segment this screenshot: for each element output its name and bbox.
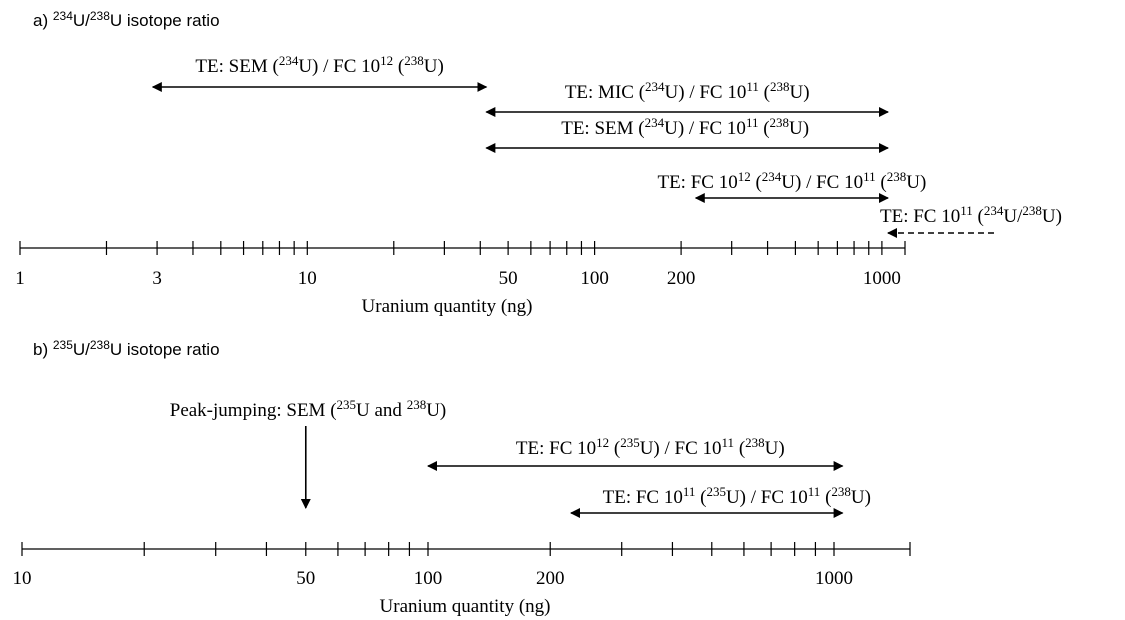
panel-b-tick-label: 200 [536, 568, 565, 589]
panel-b-ranges: TE: FC 1012 (235U) / FC 1011 (238U) TE: F… [170, 397, 871, 518]
panel-b-tick-label: 100 [414, 568, 443, 589]
panel-a-tick-label: 100 [580, 268, 609, 289]
panel-b-axis-label: Uranium quantity (ng) [380, 596, 551, 617]
panel-a-tick-label: 1000 [863, 268, 901, 289]
panel-a-range-label: TE: SEM (234U) / FC 1012 (238U) [195, 53, 443, 77]
panel-b-range-label: TE: FC 1012 (235U) / FC 1011 (238U) [516, 435, 785, 459]
panel-a-tick-label: 10 [298, 268, 317, 289]
panel-a-tick-label: 1 [15, 268, 25, 289]
panel-a-axis-label: Uranium quantity (ng) [362, 296, 533, 317]
panel-a-title: a) 234U/238U isotope ratio [33, 9, 220, 30]
panel-a-range-label: TE: MIC (234U) / FC 1011 (238U) [565, 79, 810, 103]
panel-a-tick-label: 3 [152, 268, 162, 289]
panel-a-range-label: TE: SEM (234U) / FC 1011 (238U) [561, 115, 809, 139]
panel-b-tick-label: 50 [296, 568, 315, 589]
panel-b-tick-label: 10 [13, 568, 32, 589]
panel-a-ranges: TE: SEM (234U) / FC 1012 (238U) TE: MIC (… [151, 53, 1062, 238]
panel-b-axis: 10 50 100 200 1000 [13, 542, 911, 589]
panel-a-range-label: TE: FC 1011 (234U/238U) [880, 203, 1062, 227]
panel-a-axis: 1 3 10 50 100 200 1000 [15, 241, 906, 289]
panel-a-range-label: TE: FC 1012 (234U) / FC 1011 (238U) [657, 169, 926, 193]
panel-a-tick-label: 50 [499, 268, 518, 289]
panel-b-title: b) 235U/238U isotope ratio [33, 338, 220, 359]
peak-jumping-label: Peak-jumping: SEM (235U and 238U) [170, 397, 447, 421]
panel-b-range-label: TE: FC 1011 (235U) / FC 1011 (238U) [603, 484, 871, 508]
panel-a-tick-label: 200 [667, 268, 696, 289]
panel-b-tick-label: 1000 [815, 568, 853, 589]
